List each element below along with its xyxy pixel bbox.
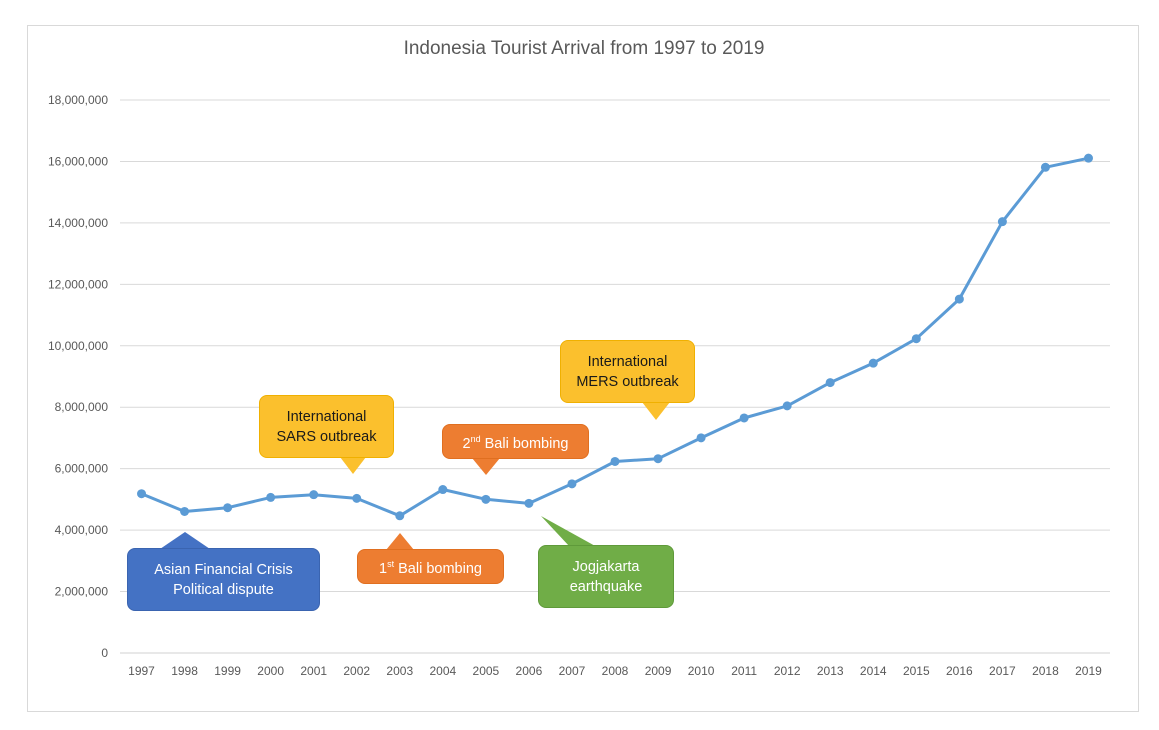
data-point-2008 [610, 456, 620, 466]
x-tick-label: 2017 [989, 664, 1016, 678]
annotation-sars-text: International SARS outbreak [276, 408, 377, 445]
chart-title: Indonesia Tourist Arrival from 1997 to 2… [403, 38, 765, 59]
y-tick-label: 6,000,000 [55, 462, 109, 476]
data-point-1999 [223, 503, 233, 513]
y-tick-label: 12,000,000 [48, 277, 108, 291]
annotation-jogjakarta-text: Jogjakarta earthquake [569, 558, 643, 595]
annotation-bali-2-text: 2nd Bali bombing [462, 434, 569, 452]
pointer-bali-2 [472, 458, 500, 475]
pointer-jogjakarta [541, 516, 597, 547]
data-point-2012 [782, 401, 792, 411]
data-point-2009 [653, 454, 663, 464]
data-point-2004 [438, 485, 448, 495]
annotation-asian-crisis: Asian Financial Crisis Political dispute [127, 548, 320, 611]
annotation-bali-2: 2nd Bali bombing [442, 424, 589, 459]
pointer-bali-1 [386, 533, 414, 550]
data-point-2018 [1040, 162, 1050, 172]
y-tick-label: 18,000,000 [48, 93, 108, 107]
x-tick-label: 2014 [860, 664, 887, 678]
x-axis-tick-labels: 1997 1998 1999 2000 2001 2002 2003 2004 2005 2006… [128, 664, 1102, 678]
data-point-2005 [481, 494, 491, 504]
annotation-bali-1-text: 1st Bali bombing [379, 559, 482, 577]
x-tick-label: 2010 [688, 664, 715, 678]
x-tick-label: 2006 [516, 664, 543, 678]
x-tick-label: 2013 [817, 664, 844, 678]
data-point-2016 [954, 294, 964, 304]
x-tick-label: 2004 [429, 664, 456, 678]
y-axis-tick-labels: 0 2,000,000 4,000,000 6,000,000 8,000,000 10,… [48, 93, 108, 660]
data-point-2006 [524, 498, 534, 508]
x-tick-label: 2000 [257, 664, 284, 678]
data-points [137, 153, 1093, 521]
x-tick-label: 2015 [903, 664, 930, 678]
x-tick-label: 1998 [171, 664, 198, 678]
data-point-2017 [997, 217, 1007, 227]
data-point-2013 [825, 378, 835, 388]
y-tick-label: 14,000,000 [48, 216, 108, 230]
x-tick-label: 2008 [602, 664, 629, 678]
y-tick-label: 4,000,000 [55, 523, 109, 537]
x-tick-label: 1997 [128, 664, 155, 678]
data-point-2019 [1083, 153, 1093, 163]
x-tick-label: 1999 [214, 664, 241, 678]
callout-pointers [160, 402, 670, 550]
data-point-2001 [309, 490, 319, 500]
y-tick-label: 2,000,000 [55, 585, 109, 599]
x-tick-label: 2012 [774, 664, 801, 678]
pointer-sars [340, 457, 366, 474]
y-tick-label: 16,000,000 [48, 154, 108, 168]
data-point-2010 [696, 433, 706, 443]
x-tick-label: 2019 [1075, 664, 1102, 678]
y-tick-label: 10,000,000 [48, 339, 108, 353]
pointer-mers [642, 402, 670, 420]
x-tick-label: 2011 [731, 664, 757, 678]
data-point-2003 [395, 511, 405, 521]
x-tick-label: 2007 [559, 664, 586, 678]
x-tick-label: 2016 [946, 664, 973, 678]
x-tick-label: 2018 [1032, 664, 1059, 678]
annotation-mers-text: International MERS outbreak [576, 353, 679, 390]
annotation-mers: International MERS outbreak [560, 340, 695, 403]
x-tick-label: 2002 [343, 664, 370, 678]
y-tick-label: 8,000,000 [55, 400, 109, 414]
annotation-sars: International SARS outbreak [259, 395, 394, 458]
data-point-2014 [868, 358, 878, 368]
data-point-2002 [352, 493, 362, 503]
x-tick-label: 2009 [645, 664, 672, 678]
data-point-2015 [911, 334, 921, 344]
pointer-asian-crisis [160, 532, 210, 549]
x-tick-label: 2001 [300, 664, 327, 678]
data-point-2011 [739, 413, 749, 423]
data-point-2007 [567, 479, 577, 489]
annotation-jogjakarta: Jogjakarta earthquake [538, 545, 674, 608]
annotation-bali-1: 1st Bali bombing [357, 549, 504, 584]
x-tick-label: 2003 [386, 664, 413, 678]
x-tick-label: 2005 [473, 664, 500, 678]
data-point-1997 [137, 489, 147, 499]
y-tick-label: 0 [101, 646, 108, 660]
data-point-2000 [266, 492, 276, 502]
annotation-asian-crisis-text: Asian Financial Crisis Political dispute [154, 561, 293, 598]
data-point-1998 [180, 506, 190, 516]
